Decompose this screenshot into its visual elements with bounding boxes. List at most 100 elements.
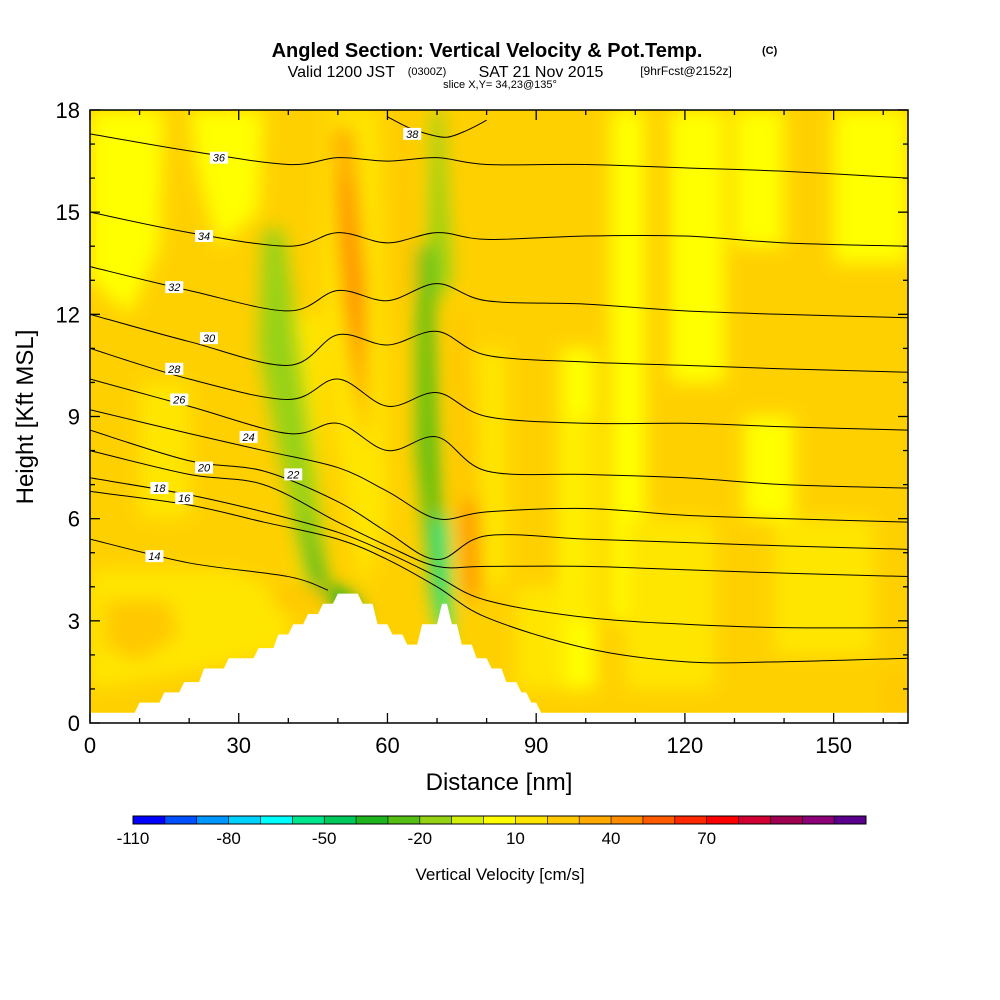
velocity-region-31 [883,671,908,723]
velocity-region-21 [610,110,646,621]
velocity-region-29 [744,416,794,519]
isentrope-label-20: 20 [197,463,211,475]
x-tick-label: 0 [84,733,96,758]
chart-title-mark: (C) [762,45,778,57]
chart-subtitle: Valid 1200 JST (0300Z) SAT 21 Nov 2015 [… [288,64,732,81]
colorbar-tick-label: -50 [312,829,337,848]
colorbar-segment [324,816,357,824]
colorbar-segment [515,816,548,824]
isentrope-26 [90,378,908,489]
colorbar-segment [611,816,644,824]
velocity-region-23 [734,110,785,247]
colorbar-segment [547,816,580,824]
isentrope-18 [90,477,908,629]
colorbar-tick-label: 40 [602,829,621,848]
colorbar-segment [196,816,229,824]
colorbar-segment [387,816,421,824]
isentrope-label-24: 24 [242,432,255,444]
svg-text:SAT 21 Nov 2015: SAT 21 Nov 2015 [479,64,604,81]
velocity-region-1 [189,110,264,247]
isentrope-label-bg [145,550,164,563]
colorbar-tick-label: -110 [117,829,150,848]
isentrope-label-bg [165,281,184,294]
colorbar-segment [674,816,707,824]
colorbar-label: Vertical Velocity [cm/s] [415,865,584,884]
y-tick-label: 6 [68,507,80,532]
colorbar-segment [133,816,166,824]
isentrope-32 [90,266,908,319]
colorbar-segment [642,816,676,824]
svg-text:(0300Z): (0300Z) [408,66,447,78]
terrain [90,593,908,723]
isentrope-label-bg [199,332,218,345]
svg-text:Valid 1200 JST: Valid 1200 JST [288,64,396,81]
x-tick-label: 30 [226,733,250,758]
isentrope-label-18: 18 [153,483,166,495]
y-tick-labels: 0 3 6 9 12 15 18 [56,98,80,736]
colorbar-segment [706,816,739,824]
colorbar-tick-label: 10 [506,829,525,848]
isentrope-label-22: 22 [286,469,299,481]
isentrope-label-26: 26 [172,394,186,406]
slice-label: slice X,Y= 34,23@135° [443,79,557,91]
isentrope-label-16: 16 [178,493,191,505]
colorbar-segment [260,816,293,824]
colorbar-segment [770,816,803,824]
isentrope-20 [90,450,908,578]
colorbar-tick-label: 70 [697,829,716,848]
isentrope-28 [90,347,908,431]
isentrope-label-bg [403,127,422,140]
isentrope-label-28: 28 [167,364,181,376]
chart-title: Angled Section: Vertical Velocity & Pot.… [272,40,703,62]
potential-temperature-contours: 36 38 34 32 30 28 26 24 22 20 18 16 14 [90,116,908,664]
y-tick-label: 9 [68,405,80,430]
colorbar-segment [738,816,771,824]
isentrope-label-30: 30 [203,333,216,345]
velocity-region-13 [427,110,452,315]
colorbar-segment [356,816,389,824]
isentrope-22 [90,429,908,561]
velocity-region-11 [298,501,368,621]
isentrope-label-bg [209,151,228,164]
y-axis-label: Height [Kft MSL] [12,330,39,505]
isentrope-36 [90,133,908,179]
velocity-region-26 [645,569,705,638]
isentrope-30 [90,313,908,373]
colorbar-tick-labels: -110 -80 -50 -20 10 40 70 [117,829,716,848]
velocity-region-9 [337,178,363,383]
x-tick-label: 90 [524,733,548,758]
velocity-region-20 [570,416,591,621]
colorbar-segment [164,816,198,824]
isentrope-label-bg [175,492,194,505]
isentrope-label-32: 32 [168,282,180,294]
svg-text:[9hrFcst@2152z]: [9hrFcst@2152z] [640,64,732,78]
isentrope-label-14: 14 [148,551,160,563]
x-tick-label: 120 [667,733,704,758]
isentrope-label-bg [239,430,258,443]
x-tick-labels: 0 30 60 90 120 150 [84,733,852,758]
colorbar [132,815,867,825]
velocity-region-28 [813,552,864,621]
colorbar-tick-label: -20 [408,829,433,848]
colorbar-tick-label: -80 [216,829,241,848]
colorbar-segment [579,816,612,824]
isentrope-38 [387,116,487,138]
colorbar-segment [419,816,452,824]
isentrope-label-bg [150,482,169,495]
x-tick-label: 60 [375,733,399,758]
colorbar-segment [802,816,835,824]
plot-area: 36 38 34 32 30 28 26 24 22 20 18 16 14 [90,110,908,723]
y-tick-label: 3 [68,609,80,634]
colorbar-segment [292,816,325,824]
isentrope-24 [90,409,908,523]
velocity-region-12 [397,110,418,315]
y-tick-label: 15 [56,200,80,225]
colorbar-segment [228,816,261,824]
colorbar-segment [834,816,867,824]
isentrope-label-bg [165,362,184,375]
y-tick-label: 0 [68,711,80,736]
colorbar-segment [451,816,484,824]
velocity-region-30 [516,586,566,689]
isentrope-label-bg [195,461,214,474]
velocity-region-18 [476,348,507,587]
